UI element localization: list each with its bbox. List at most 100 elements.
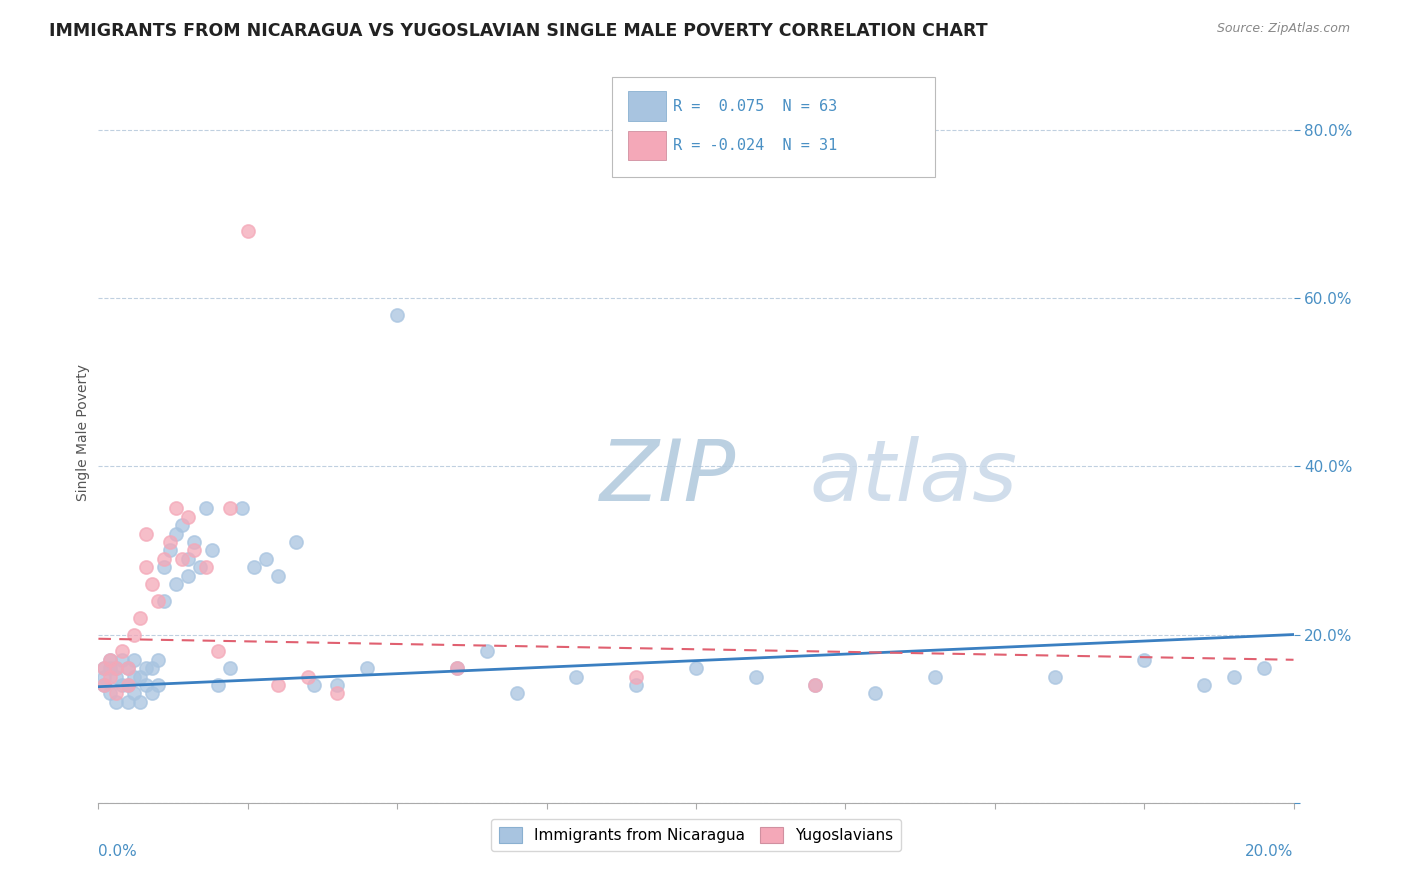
Point [141, 686, 163, 700]
Point [1223, 670, 1246, 684]
Point [183, 543, 205, 558]
Point [188, 560, 211, 574]
Point [446, 661, 468, 675]
Point [129, 695, 152, 709]
Point [385, 308, 409, 322]
Point [117, 678, 139, 692]
Point [141, 661, 163, 675]
Point [177, 568, 200, 582]
Legend: Immigrants from Nicaragua, Yugoslavians: Immigrants from Nicaragua, Yugoslavians [491, 820, 901, 851]
Point [165, 577, 187, 591]
Point [159, 535, 181, 549]
Text: Source: ZipAtlas.com: Source: ZipAtlas.com [1216, 22, 1350, 36]
Point [124, 653, 146, 667]
Point [98, 653, 122, 667]
Point [93, 678, 115, 692]
Point [98, 686, 122, 700]
Point [141, 577, 163, 591]
Point [135, 560, 157, 574]
Point [1192, 678, 1215, 692]
Point [804, 678, 827, 692]
Text: R = -0.024  N = 31: R = -0.024 N = 31 [673, 138, 838, 153]
Point [284, 535, 307, 549]
Text: IMMIGRANTS FROM NICARAGUA VS YUGOSLAVIAN SINGLE MALE POVERTY CORRELATION CHART: IMMIGRANTS FROM NICARAGUA VS YUGOSLAVIAN… [49, 22, 988, 40]
FancyBboxPatch shape [628, 130, 666, 161]
Point [129, 670, 152, 684]
Point [98, 653, 122, 667]
Point [165, 526, 187, 541]
Point [177, 551, 200, 566]
Point [446, 661, 468, 675]
Point [243, 560, 266, 574]
Point [565, 670, 588, 684]
Point [111, 653, 134, 667]
Point [207, 678, 229, 692]
Point [93, 678, 115, 692]
Text: ZIP: ZIP [600, 435, 737, 518]
Point [93, 661, 115, 675]
Text: 0.0%: 0.0% [98, 844, 138, 858]
Point [117, 661, 139, 675]
Point [117, 661, 139, 675]
Point [135, 678, 157, 692]
Point [105, 661, 128, 675]
Point [124, 670, 146, 684]
Point [129, 610, 152, 624]
Point [105, 695, 128, 709]
Point [219, 661, 242, 675]
Point [865, 686, 887, 700]
Point [172, 518, 194, 533]
Point [267, 568, 290, 582]
Text: 20.0%: 20.0% [1246, 844, 1294, 858]
Point [685, 661, 707, 675]
FancyBboxPatch shape [628, 91, 666, 121]
Point [153, 560, 176, 574]
Text: atlas: atlas [810, 435, 1018, 518]
Point [195, 560, 218, 574]
Point [105, 670, 128, 684]
Point [165, 501, 187, 516]
Point [111, 644, 134, 658]
Point [254, 551, 277, 566]
Point [93, 670, 115, 684]
Point [153, 594, 176, 608]
Text: R =  0.075  N = 63: R = 0.075 N = 63 [673, 99, 838, 113]
Point [475, 644, 498, 658]
Point [356, 661, 378, 675]
Point [148, 594, 170, 608]
Point [177, 509, 200, 524]
Point [98, 661, 122, 675]
Point [1133, 653, 1156, 667]
Point [153, 551, 176, 566]
Point [1043, 670, 1066, 684]
Point [172, 551, 194, 566]
Point [219, 501, 242, 516]
Point [626, 678, 648, 692]
Point [117, 678, 139, 692]
Point [626, 670, 648, 684]
Point [745, 670, 768, 684]
Point [326, 678, 349, 692]
Point [148, 653, 170, 667]
Point [135, 661, 157, 675]
Point [201, 543, 224, 558]
Point [183, 535, 205, 549]
Point [117, 695, 139, 709]
Point [231, 501, 253, 516]
Point [236, 224, 259, 238]
Point [302, 678, 325, 692]
Point [148, 678, 170, 692]
Y-axis label: Single Male Poverty: Single Male Poverty [76, 364, 90, 501]
Point [924, 670, 946, 684]
Point [93, 661, 115, 675]
Point [195, 501, 218, 516]
Point [135, 526, 157, 541]
Point [98, 670, 122, 684]
FancyBboxPatch shape [613, 78, 935, 178]
Point [207, 644, 229, 658]
Point [105, 661, 128, 675]
Point [326, 686, 349, 700]
Point [105, 686, 128, 700]
Point [124, 627, 146, 641]
Point [124, 686, 146, 700]
